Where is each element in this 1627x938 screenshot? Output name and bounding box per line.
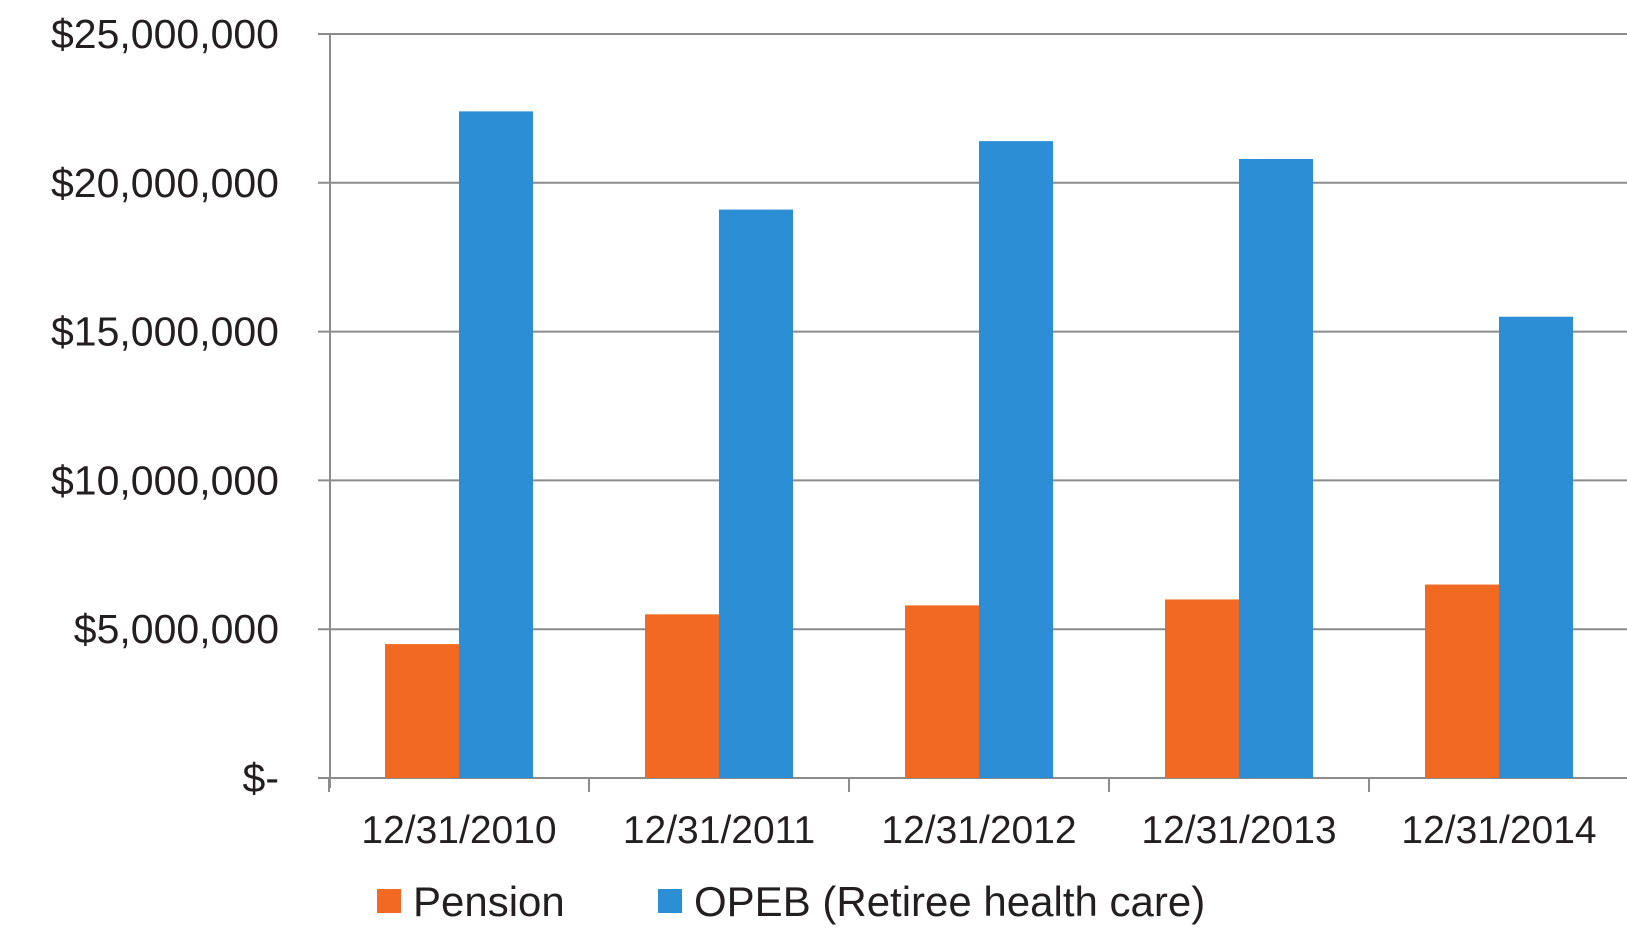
bar-pension [1165,599,1239,778]
x-tick-label: 12/31/2014 [1401,809,1596,852]
x-tick-label: 12/31/2011 [623,809,815,852]
x-tick-labels: 12/31/2010 12/31/2011 12/31/2012 12/31/2013… [361,809,1596,852]
legend-label-opeb: OPEB (Retiree health care) [694,878,1205,925]
y-tick-label: $5,000,000 [74,606,279,652]
x-tick-label: 12/31/2010 [361,809,556,852]
y-tick-label: $20,000,000 [51,160,279,206]
bar-pension [385,644,459,778]
y-tick-label: $- [243,755,279,801]
bar-opeb [719,209,793,779]
bar-opeb [1499,316,1573,778]
y-tick-label: $25,000,000 [51,11,279,57]
legend: Pension OPEB (Retiree health care) [377,878,1205,925]
bar-opeb [459,111,533,779]
axes [328,34,1370,792]
y-tick-labels: $- $5,000,000 $10,000,000 $15,000,000 $20,00… [51,11,279,801]
bar-opeb [1239,158,1313,778]
x-tick-label: 12/31/2012 [881,809,1076,852]
y-tick-label: $15,000,000 [51,309,279,355]
bar-pension [905,605,979,778]
legend-swatch-opeb [658,889,682,913]
x-tick-label: 12/31/2013 [1141,809,1336,852]
bar-opeb [979,141,1053,779]
gridlines [318,33,1627,779]
legend-label-pension: Pension [413,878,565,925]
legend-swatch-pension [377,889,401,913]
bars [385,111,1573,779]
bar-pension [1425,584,1499,778]
bar-pension [645,614,719,778]
y-tick-label: $10,000,000 [51,457,279,503]
